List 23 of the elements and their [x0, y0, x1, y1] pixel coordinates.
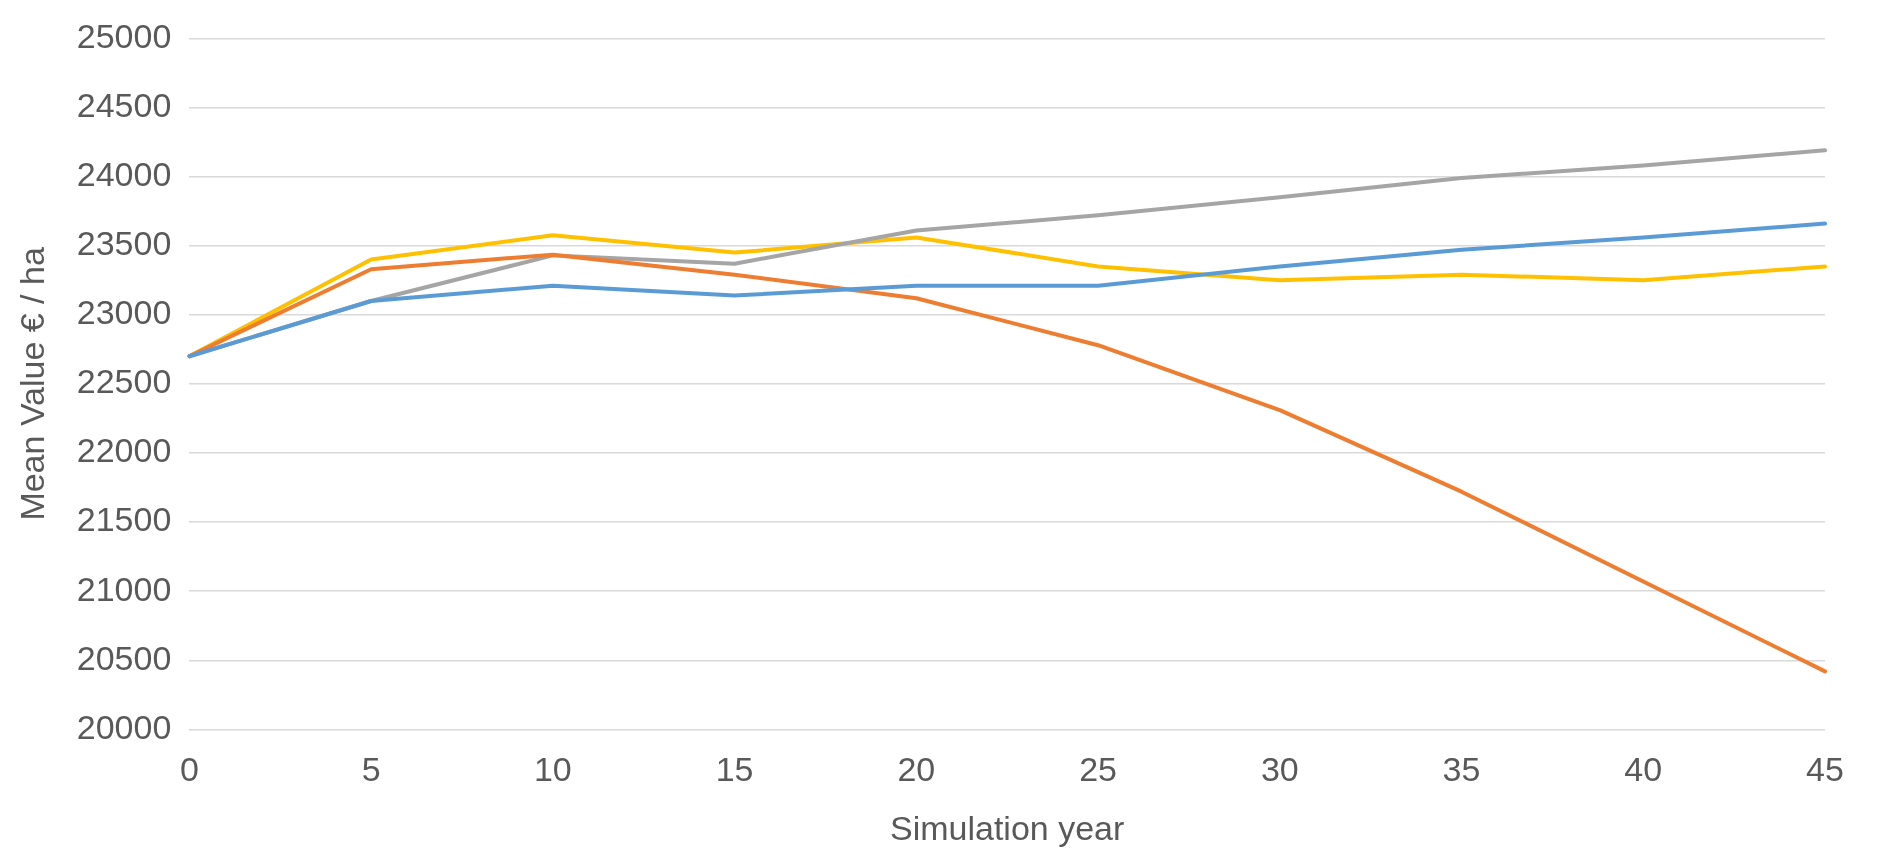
x-tick-label: 5: [361, 750, 381, 789]
x-tick-label: 25: [1079, 750, 1117, 789]
y-tick-label: 24000: [76, 154, 172, 193]
y-tick-label: 22000: [76, 431, 172, 470]
y-axis-title: Mean Value € / ha: [12, 247, 51, 521]
y-tick-label: 20500: [76, 638, 172, 677]
y-tick-label: 23000: [76, 293, 172, 332]
x-tick-label: 30: [1260, 750, 1299, 789]
y-tick-label: 21500: [76, 500, 172, 539]
y-tick-label: 23500: [76, 224, 172, 263]
y-tick-label: 20000: [76, 707, 172, 746]
x-axis-title: Simulation year: [890, 808, 1125, 847]
x-tick-label: 35: [1442, 750, 1481, 789]
x-tick-label: 0: [179, 750, 199, 789]
y-tick-label: 24500: [76, 85, 172, 124]
x-tick-label: 20: [897, 750, 936, 789]
x-tick-label: 45: [1806, 750, 1844, 789]
x-tick-label: 15: [715, 750, 754, 789]
x-tick-label: 40: [1624, 750, 1663, 789]
y-tick-label: 21000: [76, 569, 172, 608]
y-tick-label: 22500: [76, 362, 172, 401]
x-tick-label: 10: [533, 750, 572, 789]
y-tick-label: 25000: [76, 16, 172, 55]
